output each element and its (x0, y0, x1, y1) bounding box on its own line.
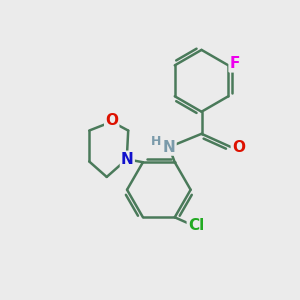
Text: F: F (230, 56, 240, 71)
Text: O: O (232, 140, 245, 154)
Text: N: N (121, 152, 134, 167)
Text: Cl: Cl (188, 218, 204, 233)
Text: H: H (151, 135, 161, 148)
Text: N: N (163, 140, 175, 154)
Text: O: O (105, 113, 118, 128)
